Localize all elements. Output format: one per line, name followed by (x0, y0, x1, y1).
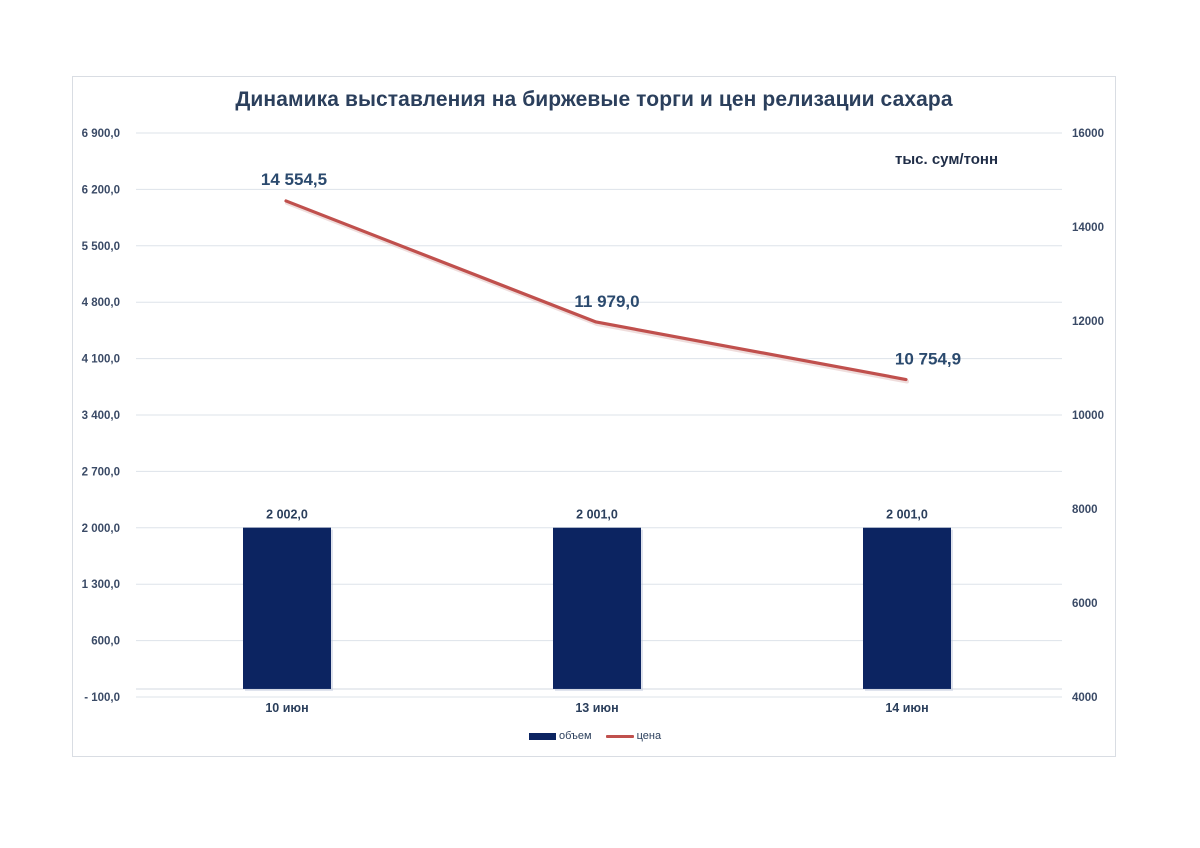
legend-label-price: цена (636, 730, 662, 742)
right-axis-tick-label: 8000 (1072, 504, 1098, 516)
x-axis-label: 14 июн (885, 701, 928, 715)
volume-bar-label: 2 001,0 (886, 508, 928, 522)
left-axis-tick-label: 2 000,0 (82, 523, 120, 535)
legend-swatch-volume (529, 732, 556, 740)
price-line (284, 199, 909, 384)
right-axis-tick-label: 14000 (1072, 222, 1104, 234)
left-axis-tick-label: 6 900,0 (82, 128, 120, 140)
left-axis-tick-label: 2 700,0 (82, 466, 120, 478)
price-line-path (284, 199, 908, 382)
x-axis-label: 10 июн (265, 701, 308, 715)
legend-swatch-price (605, 734, 634, 738)
chart-title: Динамика выставления на биржевые торги и… (235, 88, 953, 111)
volume-bar (243, 527, 331, 689)
legend: объем цена (529, 730, 661, 742)
left-axis-tick-label: 4 100,0 (82, 354, 120, 366)
volume-bars (243, 527, 953, 691)
left-axis-tick-label: 600,0 (91, 636, 120, 648)
right-axis-tick-label: 10000 (1072, 410, 1104, 422)
legend-label-volume: объем (559, 730, 592, 742)
right-axis-ticks: 16000 14000 12000 10000 8000 6000 4000 (1072, 128, 1104, 704)
left-axis-tick-label: 6 200,0 (82, 184, 120, 196)
right-axis-unit-label: тыс. сум/тонн (895, 151, 999, 168)
volume-bar-label: 2 001,0 (576, 508, 618, 522)
price-label: 11 979,0 (574, 292, 639, 311)
x-axis-label: 13 июн (575, 701, 618, 715)
left-axis-tick-label: 3 400,0 (82, 410, 120, 422)
right-axis-tick-label: 12000 (1072, 316, 1104, 328)
volume-bar-label: 2 002,0 (266, 508, 308, 522)
x-axis-labels: 10 июн 13 июн 14 июн (265, 701, 928, 715)
volume-bar (863, 527, 951, 689)
right-axis-tick-label: 4000 (1072, 692, 1098, 704)
volume-bar-labels: 2 002,0 2 001,0 2 001,0 (266, 508, 928, 522)
right-axis-tick-label: 6000 (1072, 598, 1098, 610)
right-axis-tick-label: 16000 (1072, 128, 1104, 140)
price-label: 14 554,5 (261, 170, 327, 189)
volume-bar (553, 527, 641, 689)
left-axis-ticks: 6 900,0 6 200,0 5 500,0 4 800,0 4 100,0 3 400… (82, 128, 120, 704)
left-axis-tick-label: - 100,0 (84, 692, 120, 704)
price-line-labels: 14 554,5 11 979,0 10 754,9 (261, 170, 961, 369)
left-axis-tick-label: 1 300,0 (82, 579, 120, 591)
left-axis-tick-label: 5 500,0 (82, 241, 120, 253)
left-axis-tick-label: 4 800,0 (82, 297, 120, 309)
price-label: 10 754,9 (895, 350, 961, 369)
